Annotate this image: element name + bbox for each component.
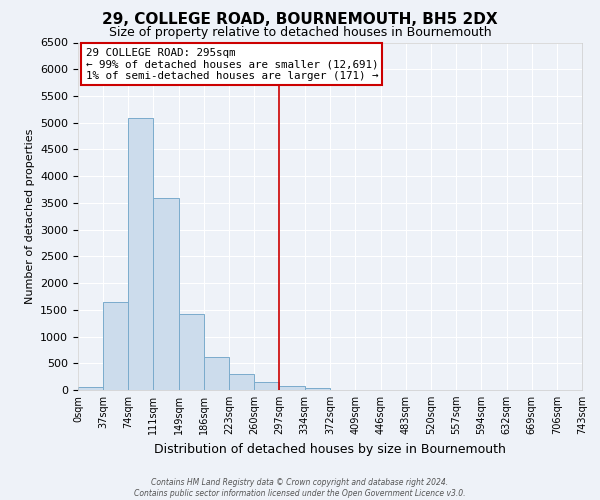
Y-axis label: Number of detached properties: Number of detached properties	[25, 128, 35, 304]
Text: 29, COLLEGE ROAD, BOURNEMOUTH, BH5 2DX: 29, COLLEGE ROAD, BOURNEMOUTH, BH5 2DX	[102, 12, 498, 28]
Text: 29 COLLEGE ROAD: 295sqm
← 99% of detached houses are smaller (12,691)
1% of semi: 29 COLLEGE ROAD: 295sqm ← 99% of detache…	[86, 48, 378, 81]
Text: Contains HM Land Registry data © Crown copyright and database right 2024.
Contai: Contains HM Land Registry data © Crown c…	[134, 478, 466, 498]
Bar	[280, 386, 305, 390]
Text: Size of property relative to detached houses in Bournemouth: Size of property relative to detached ho…	[109, 26, 491, 39]
X-axis label: Distribution of detached houses by size in Bournemouth: Distribution of detached houses by size …	[154, 442, 506, 456]
Bar	[179, 314, 204, 390]
Bar	[103, 302, 128, 390]
Bar	[128, 118, 153, 390]
Bar	[78, 388, 103, 390]
Bar	[305, 388, 331, 390]
Bar	[153, 198, 179, 390]
Bar	[204, 357, 229, 390]
Bar	[254, 382, 280, 390]
Bar	[229, 374, 254, 390]
